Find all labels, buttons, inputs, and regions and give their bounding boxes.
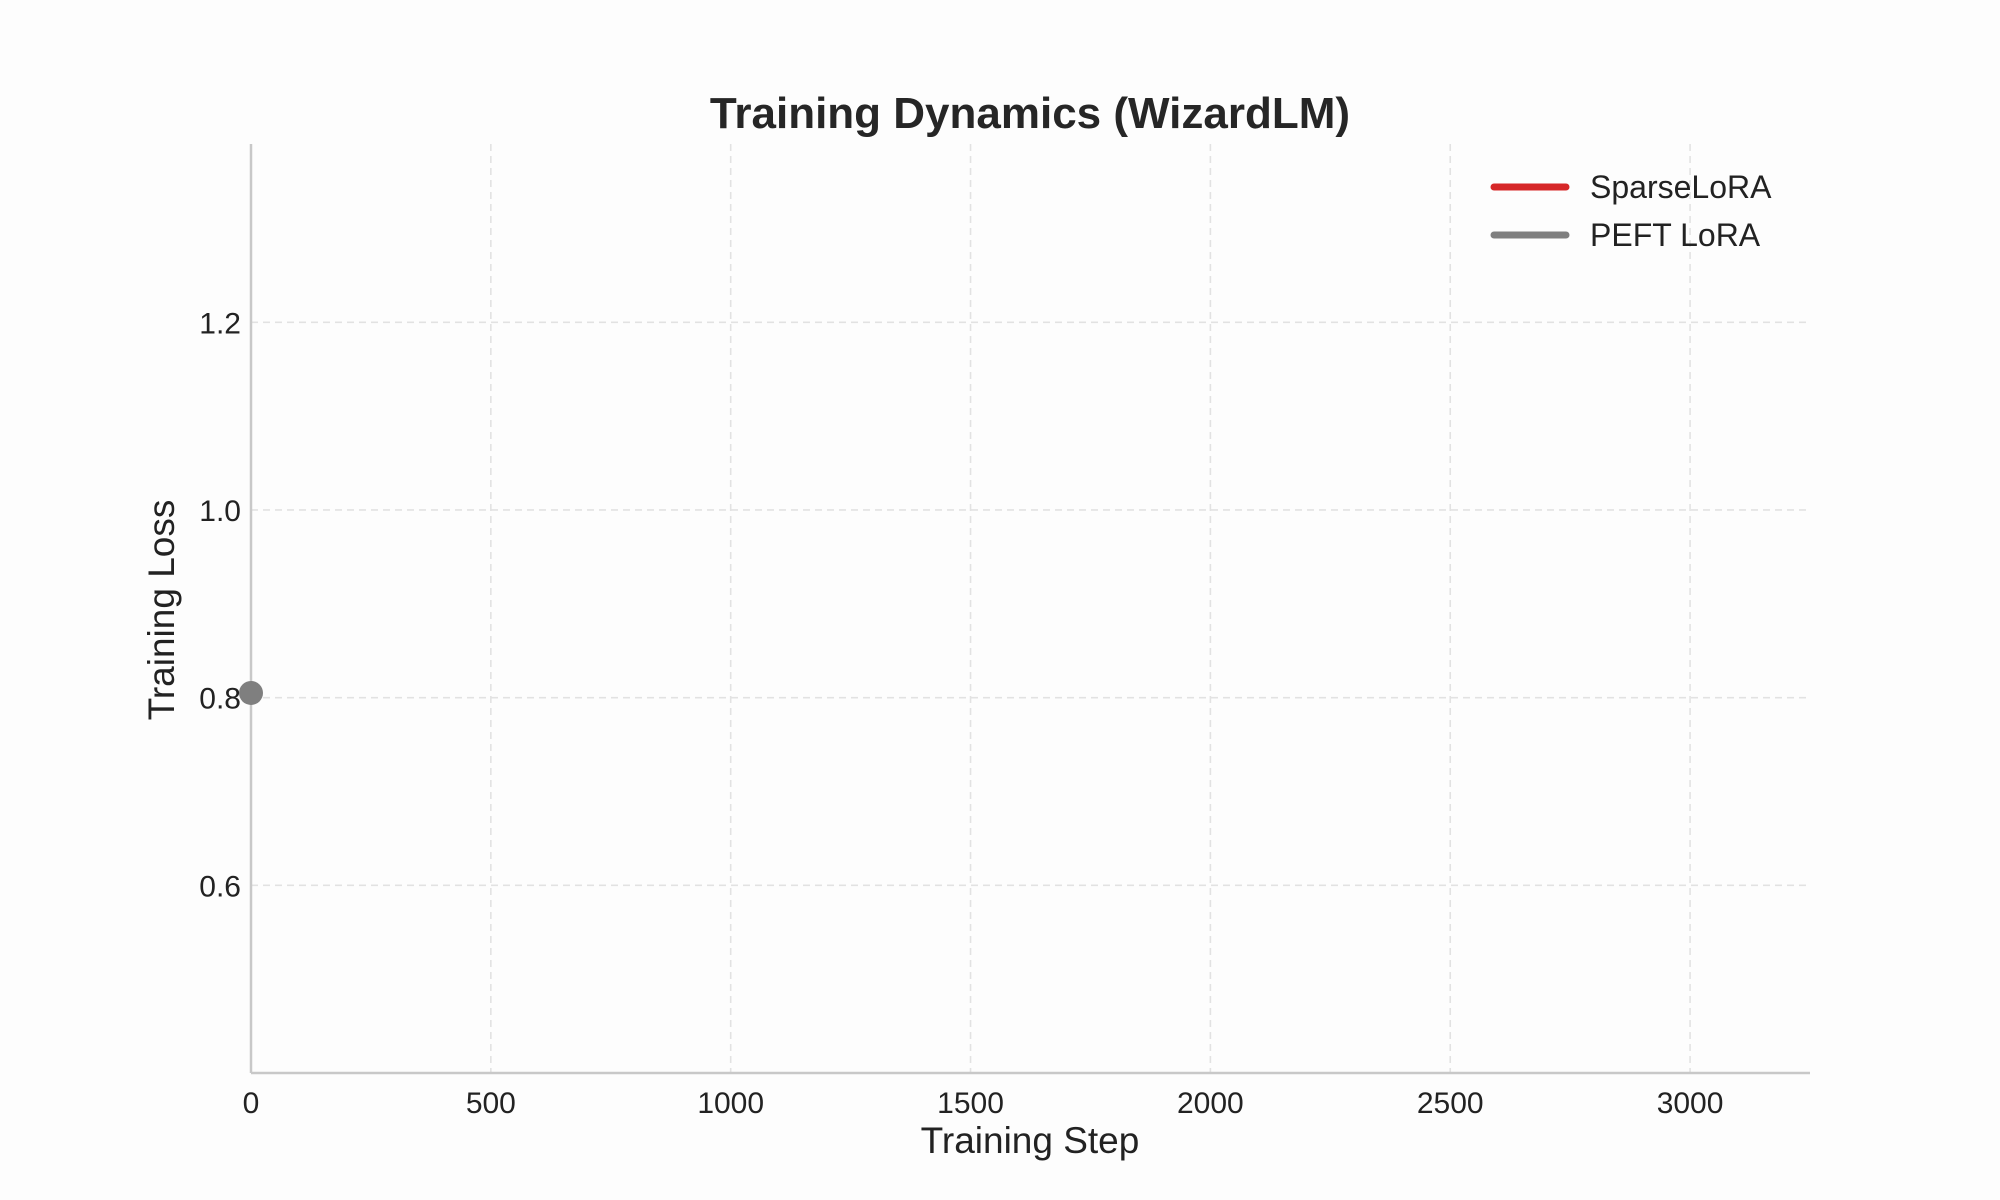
y-axis-label: Training Loss <box>141 500 182 721</box>
y-tick-label: 0.6 <box>199 870 241 903</box>
x-tick-label: 3000 <box>1657 1087 1724 1120</box>
x-tick-labels: 0 500 1000 1500 2000 2500 3000 <box>243 1087 1724 1120</box>
y-tick-label: 0.8 <box>199 683 241 716</box>
y-tick-labels: 0.6 0.8 1.0 1.2 <box>199 307 241 903</box>
chart-title: Training Dynamics (WizardLM) <box>710 89 1350 138</box>
axes <box>249 144 1810 1075</box>
y-tick-label: 1.2 <box>199 307 241 340</box>
x-axis-label: Training Step <box>921 1120 1140 1161</box>
legend-label-sparselora: SparseLoRA <box>1590 169 1772 205</box>
series <box>239 680 263 705</box>
x-tick-label: 1000 <box>697 1087 764 1120</box>
peft-lora-point <box>239 680 263 705</box>
grid <box>251 144 1810 1073</box>
legend-label-peft-lora: PEFT LoRA <box>1590 217 1761 253</box>
x-tick-label: 1500 <box>937 1087 1004 1120</box>
x-tick-label: 0 <box>243 1087 260 1120</box>
legend: SparseLoRA PEFT LoRA <box>1490 169 1772 253</box>
x-tick-label: 2500 <box>1417 1087 1484 1120</box>
x-tick-label: 2000 <box>1177 1087 1244 1120</box>
x-tick-label: 500 <box>466 1087 516 1120</box>
y-tick-label: 1.0 <box>199 495 241 528</box>
